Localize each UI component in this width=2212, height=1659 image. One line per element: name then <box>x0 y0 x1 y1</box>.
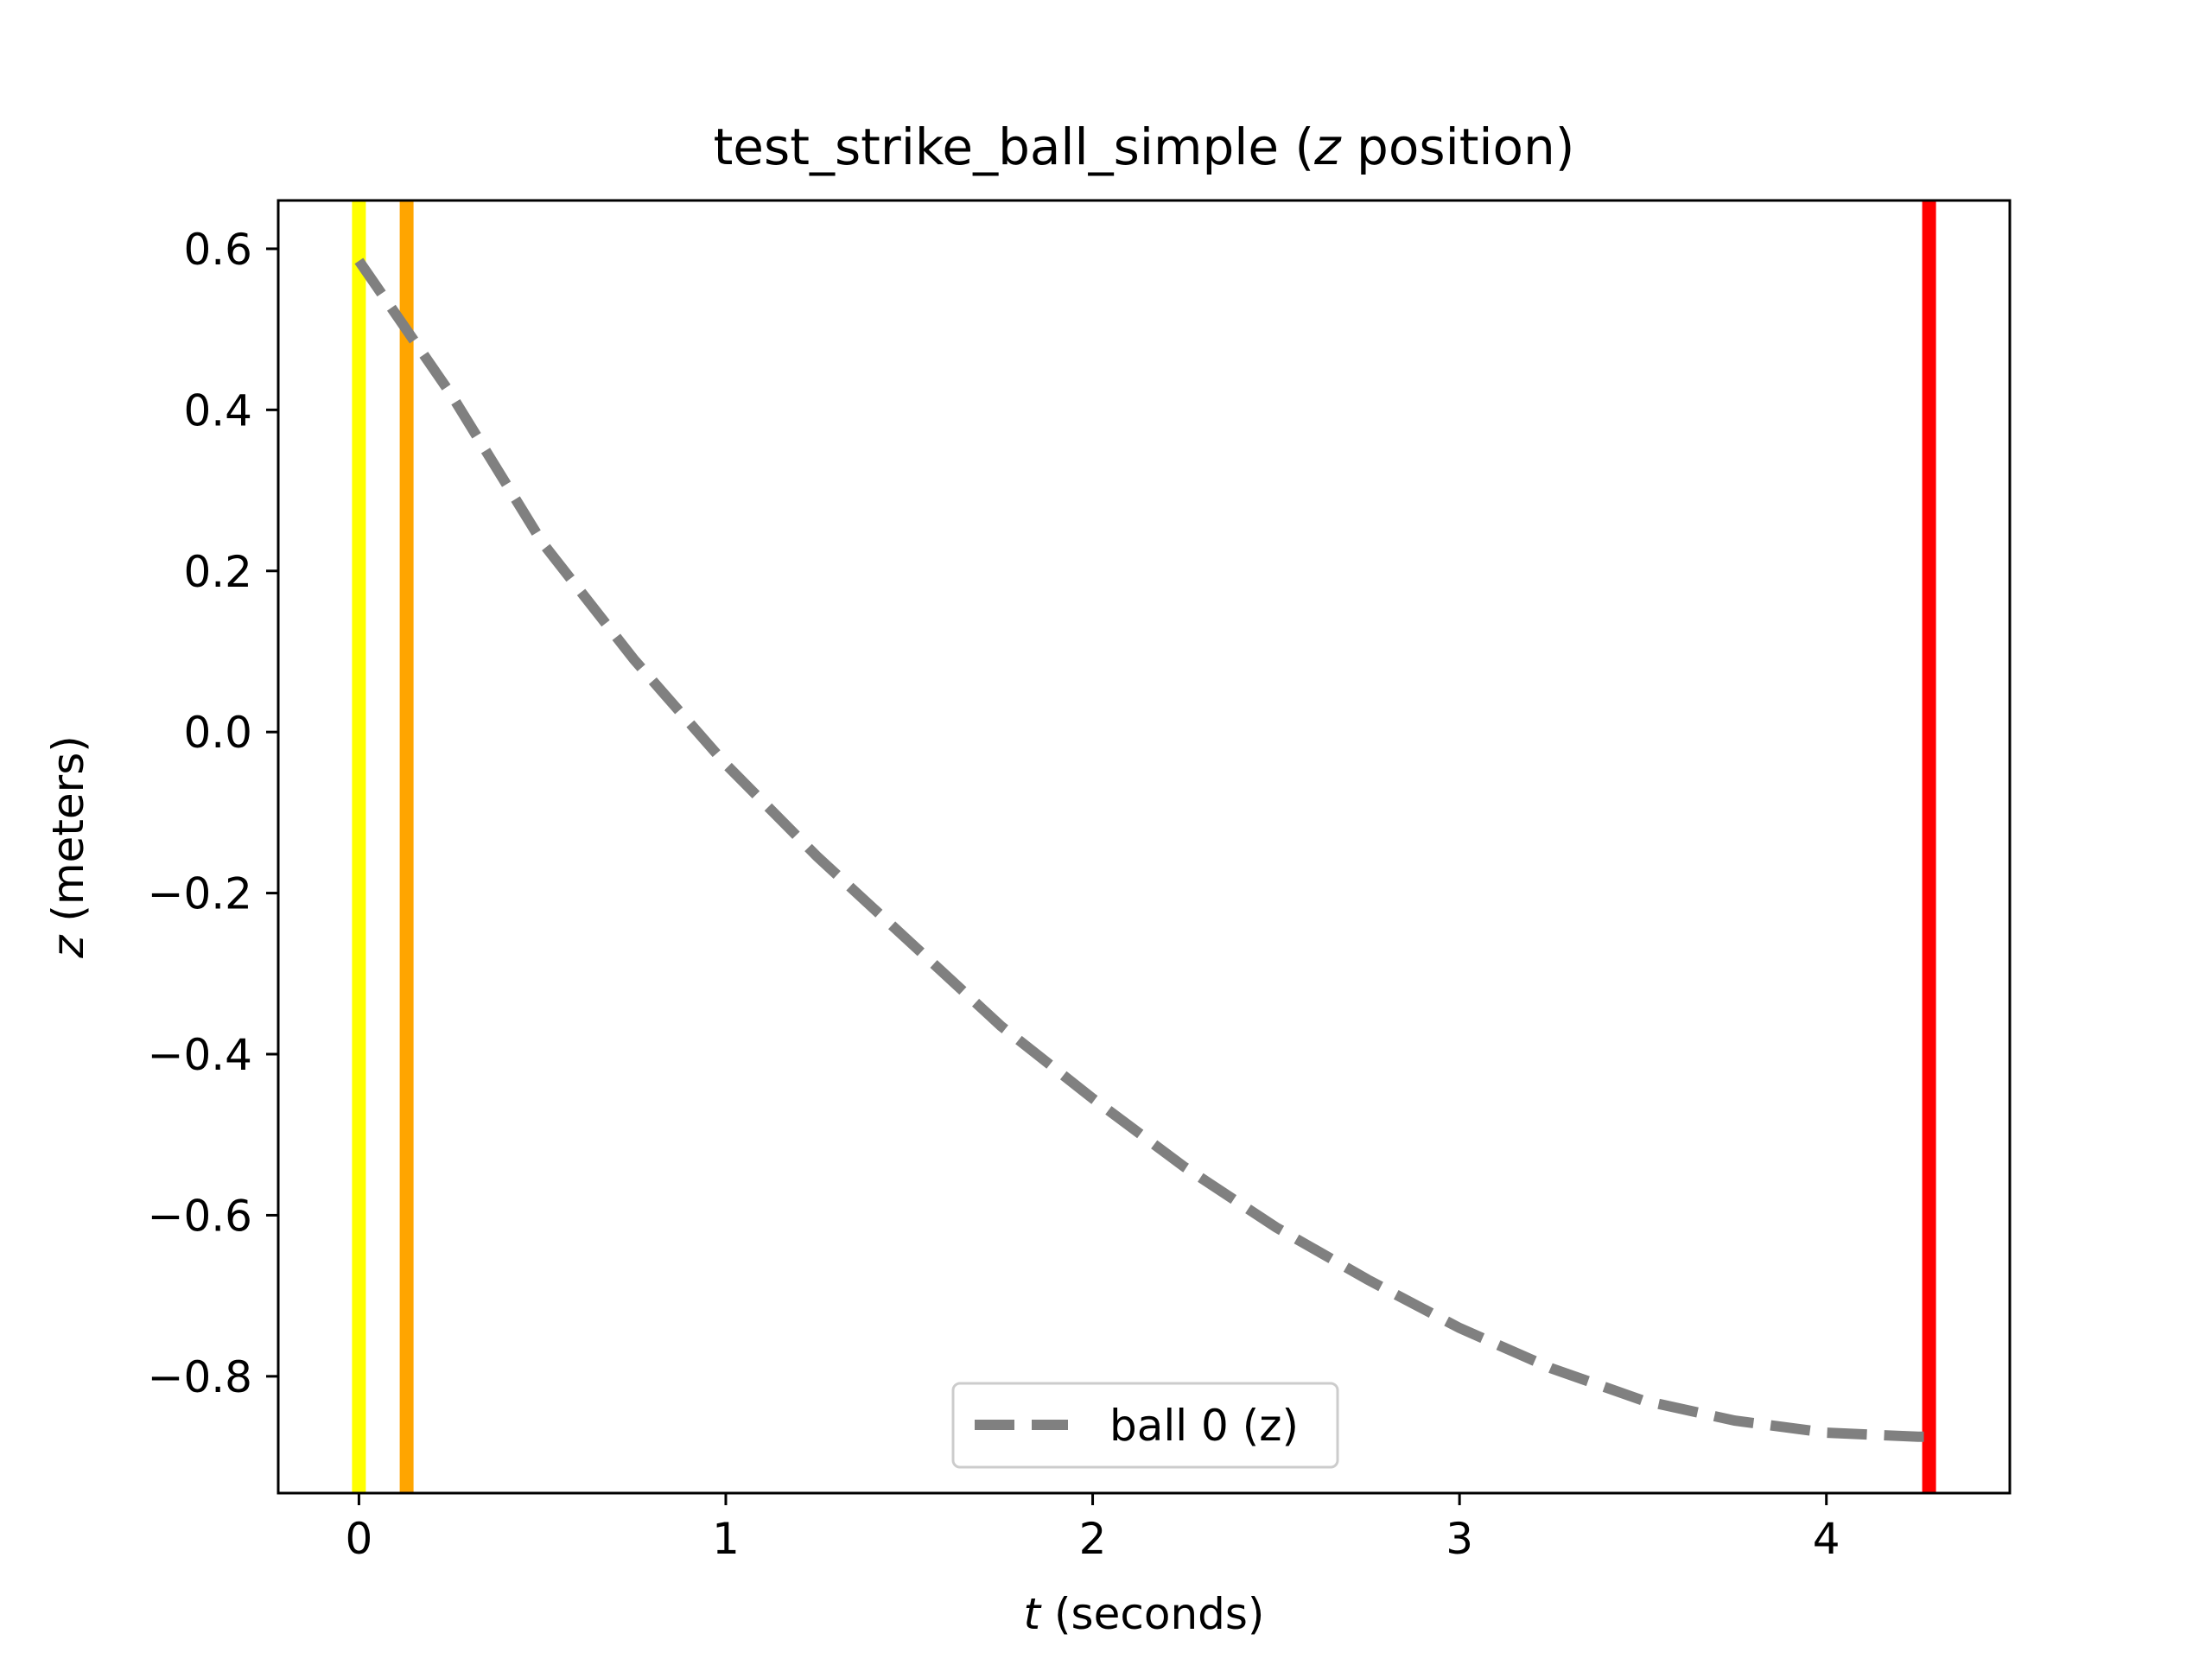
plot-area-frame <box>276 199 2012 1495</box>
x-tick-label: 3 <box>1446 1514 1473 1564</box>
y-axis-ticks: −0.8 −0.6 −0.4 −0.2 0.0 0.2 0.4 0.6 <box>148 225 278 1402</box>
x-tick-label: 0 <box>346 1514 373 1564</box>
y-tick-label: −0.2 <box>148 869 252 919</box>
x-tick-label: 4 <box>1813 1514 1840 1564</box>
legend-label-ball-0: ball 0 (z) <box>1109 1401 1299 1451</box>
y-axis-label: z (meters) <box>43 735 93 959</box>
chart-title: test_strike_ball_simple (z position) <box>714 118 1575 176</box>
x-axis-ticks: 0 1 2 3 4 <box>346 1493 1840 1564</box>
y-tick-label: −0.8 <box>148 1352 252 1402</box>
x-axis-label: t (seconds) <box>1024 1589 1265 1639</box>
vertical-markers <box>352 200 1936 1493</box>
y-tick-label: −0.4 <box>148 1030 252 1080</box>
y-tick-label: 0.6 <box>183 225 252 275</box>
y-tick-label: 0.2 <box>183 547 252 597</box>
series-line-0 <box>354 257 1929 1442</box>
x-tick-label: 1 <box>712 1514 740 1564</box>
y-tick-label: 0.4 <box>183 385 252 435</box>
legend-frame <box>951 1382 1339 1469</box>
y-tick-label: 0.0 <box>183 708 252 758</box>
y-tick-label: −0.6 <box>148 1191 252 1241</box>
x-tick-label: 2 <box>1079 1514 1107 1564</box>
legend: ball 0 (z) <box>951 1382 1339 1469</box>
series-layer <box>354 257 1929 1442</box>
